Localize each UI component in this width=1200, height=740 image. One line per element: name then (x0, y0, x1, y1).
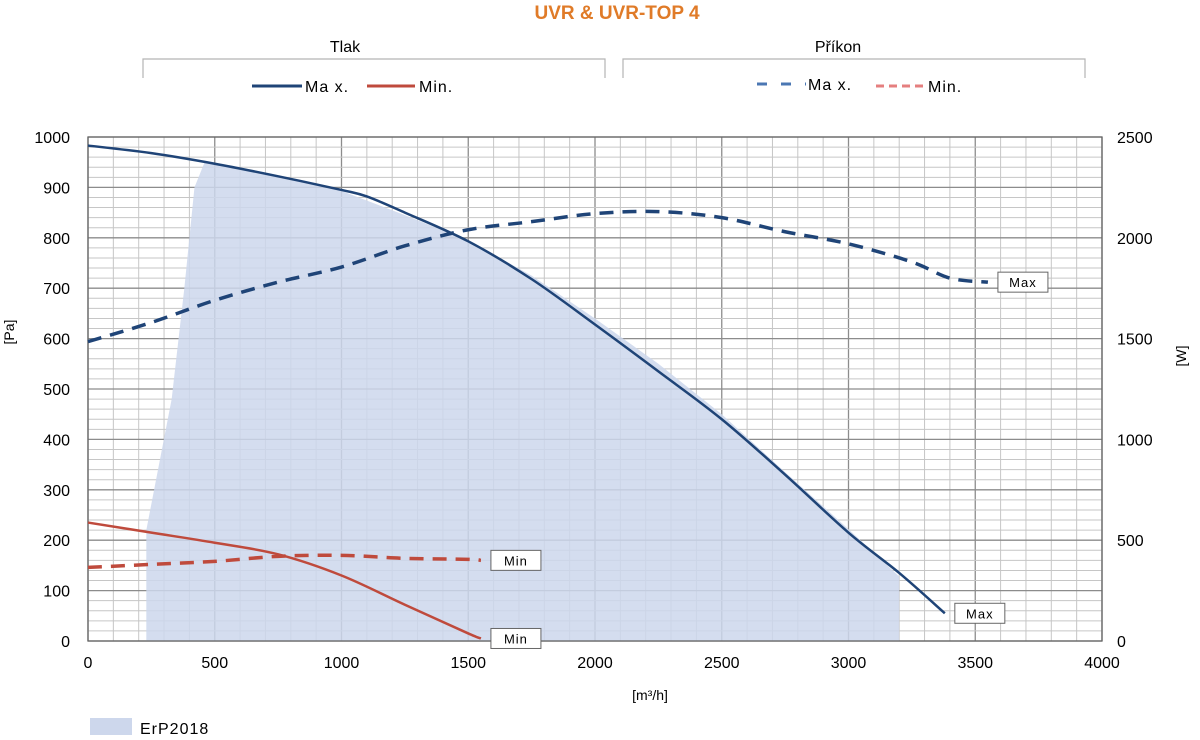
y-tick-label-left: 200 (43, 533, 70, 550)
legend-label-pressure-max: Ma x. (305, 79, 349, 96)
series-line-pressure_max (87, 144, 946, 615)
y-tick-label-left: 100 (43, 584, 70, 601)
series-line-power_max (87, 209, 989, 344)
y-tick-label-left: 400 (43, 432, 70, 449)
x-tick-label: 2000 (577, 655, 613, 672)
y-axis-label-left: [Pa] (1, 320, 17, 345)
y-tick-label-left: 0 (61, 634, 70, 651)
y-tick-label-left: 300 (43, 483, 70, 500)
legend (142, 58, 1086, 78)
y-tick-label-left: 500 (43, 382, 70, 399)
x-tick-label: 0 (84, 655, 93, 672)
x-tick-label: 3500 (957, 655, 993, 672)
end-label-box-power_max (997, 271, 1049, 293)
end-label-power_max: Max (1009, 275, 1037, 290)
series-line-pressure_min (87, 521, 482, 640)
legend-group-power: Příkon (815, 39, 861, 56)
area-legend-swatch (90, 718, 132, 735)
legend-label-pressure-min: Min. (419, 79, 453, 96)
y-tick-label-left: 600 (43, 332, 70, 349)
y-tick-label-right: 2500 (1117, 130, 1153, 147)
chart-title: UVR & UVR-TOP 4 (534, 3, 699, 24)
y-tick-label-left: 700 (43, 281, 70, 298)
y-tick-label-right: 2000 (1117, 231, 1153, 248)
end-label-box-pressure_max (954, 602, 1006, 624)
x-tick-label: 1500 (450, 655, 486, 672)
legend-label-power-max: Ma x. (808, 77, 852, 94)
y-tick-label-right: 500 (1117, 533, 1144, 550)
x-tick-label: 3000 (831, 655, 867, 672)
plot-frame (87, 136, 1103, 642)
y-tick-label-right: 1500 (1117, 332, 1153, 349)
series-line-power_min (87, 553, 482, 570)
end-label-power_min: Min (504, 553, 528, 568)
x-axis-label: [m³/h] (632, 687, 668, 703)
legend-group-pressure: Tlak (330, 39, 361, 56)
area-legend-label: ErP2018 (140, 721, 209, 738)
erp-area (146, 162, 900, 641)
x-tick-label: 4000 (1084, 655, 1120, 672)
y-tick-label-right: 0 (1117, 634, 1126, 651)
legend-label-power-min: Min. (928, 79, 962, 96)
y-tick-label-left: 900 (43, 180, 70, 197)
y-axis-label-right: [W] (1173, 346, 1189, 367)
y-tick-label-right: 1000 (1117, 432, 1153, 449)
x-tick-label: 1000 (324, 655, 360, 672)
end-label-pressure_max: Max (966, 606, 994, 621)
plot-area: 0 500 1000 1500 2000 2500 3000 3500 400001002003… (34, 130, 1152, 672)
y-tick-label-left: 800 (43, 231, 70, 248)
y-tick-label-left: 1000 (34, 130, 70, 147)
end-label-pressure_min: Min (504, 631, 528, 646)
end-label-box-power_min (490, 549, 542, 571)
x-tick-label: 500 (201, 655, 228, 672)
x-tick-label: 2500 (704, 655, 740, 672)
end-label-box-pressure_min (490, 627, 542, 649)
